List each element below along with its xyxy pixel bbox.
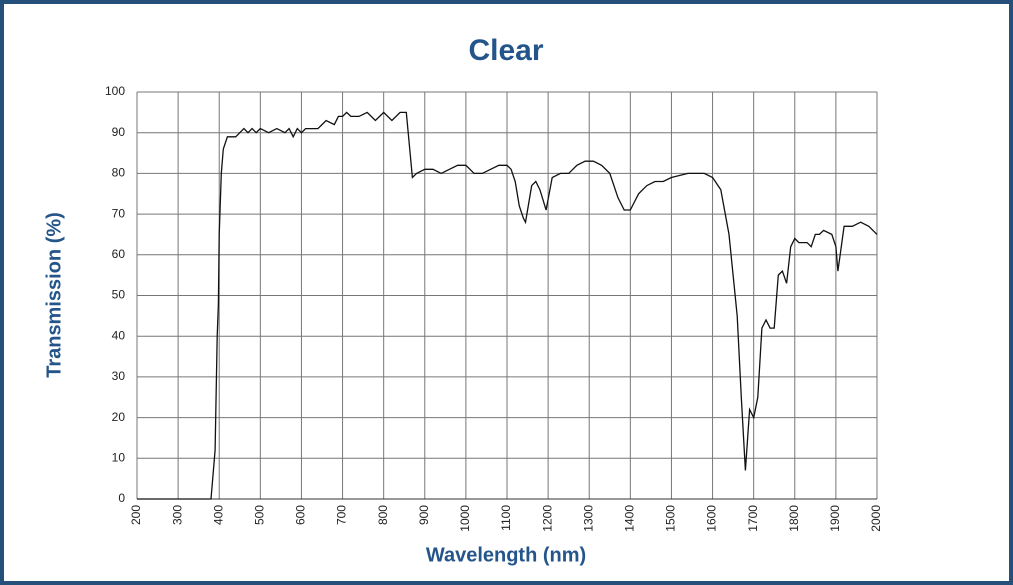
x-tick-label: 700 — [335, 505, 349, 525]
x-tick-label: 1500 — [664, 505, 678, 532]
x-tick-label: 500 — [253, 505, 267, 525]
y-tick-label: 50 — [112, 288, 126, 302]
y-tick-label: 30 — [112, 369, 126, 383]
x-axis-label: Wavelength (nm) — [426, 544, 586, 566]
x-tick-label: 400 — [211, 505, 225, 525]
x-tick-label: 200 — [129, 505, 143, 525]
x-tick-label: 1600 — [705, 505, 719, 532]
x-tick-label: 1100 — [499, 505, 513, 531]
line — [137, 111, 878, 500]
x-tick-label: 1200 — [540, 505, 554, 532]
y-tick-label: 90 — [112, 125, 126, 139]
x-tick-label: 900 — [417, 505, 431, 525]
x-tick-label: 1400 — [623, 505, 637, 532]
x-tick-label: 1300 — [581, 505, 595, 532]
y-tick-label: 20 — [112, 410, 126, 424]
x-tick-label: 2000 — [869, 505, 883, 532]
x-tick-label: 600 — [294, 505, 308, 525]
chart-title: Clear — [468, 34, 543, 67]
x-tick-label: 1800 — [787, 505, 801, 532]
x-tick-label: 1900 — [828, 505, 842, 532]
y-tick-label: 10 — [112, 450, 126, 464]
y-tick-label: 40 — [112, 328, 126, 342]
y-tick-label: 60 — [112, 247, 126, 261]
x-tick-label: 800 — [376, 505, 390, 525]
y-axis-label: Transmission (%) — [43, 212, 65, 378]
x-tick-label: 1000 — [458, 505, 472, 532]
y-tick-label: 100 — [105, 84, 125, 98]
y-tick-label: 0 — [118, 491, 125, 505]
y-tick-label: 80 — [112, 166, 126, 180]
y-tick-label: 70 — [112, 206, 126, 220]
x-tick-label: 1700 — [746, 505, 760, 532]
x-tick-label: 300 — [170, 505, 184, 525]
